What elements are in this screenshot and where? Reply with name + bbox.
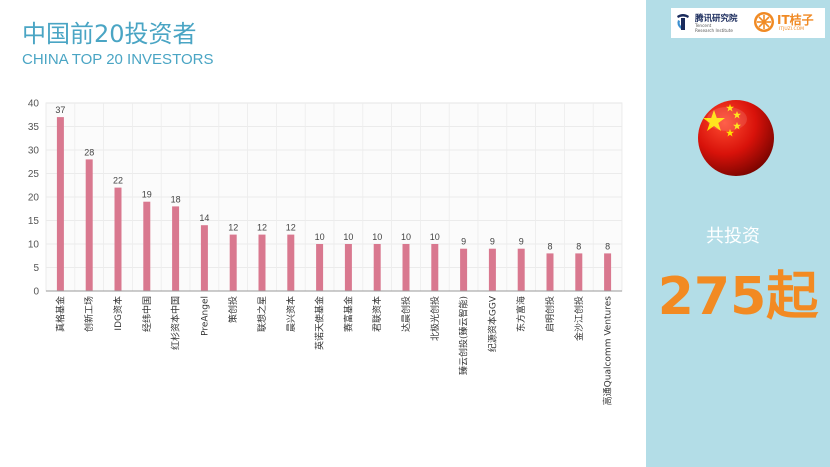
tencent-logo-sub-line2: Research Institute bbox=[695, 28, 733, 33]
page-subtitle: CHINA TOP 20 INVESTORS bbox=[22, 51, 214, 68]
tencent-logo-icon bbox=[677, 14, 689, 30]
x-tick-label: 经纬中国 bbox=[141, 296, 153, 332]
total-investments-value: 275起 bbox=[657, 267, 819, 327]
bar bbox=[229, 234, 237, 291]
page-title: 中国前20投资者 bbox=[22, 20, 197, 48]
total-investments-label: 共投资 bbox=[706, 226, 760, 247]
bar bbox=[488, 248, 496, 291]
bar bbox=[316, 244, 324, 291]
bar bbox=[604, 253, 612, 291]
y-tick-label: 15 bbox=[28, 216, 40, 227]
bar bbox=[460, 248, 468, 291]
x-tick-label: 真格基金 bbox=[54, 296, 66, 332]
y-axis: 0 5 10 15 20 25 30 35 40 bbox=[28, 99, 40, 298]
chart-grid bbox=[45, 102, 623, 292]
x-tick-label: 北极光创投 bbox=[429, 296, 441, 341]
data-label: 10 bbox=[343, 232, 353, 242]
bar bbox=[373, 244, 381, 291]
data-label: 12 bbox=[257, 223, 267, 233]
data-label: 9 bbox=[519, 237, 524, 247]
tencent-logo-name: 腾讯研究院 bbox=[695, 14, 738, 24]
bar-series bbox=[56, 117, 612, 291]
x-tick-label: 晨兴资本 bbox=[285, 296, 297, 332]
bar bbox=[517, 248, 525, 291]
data-label: 8 bbox=[547, 241, 552, 251]
data-label: 12 bbox=[286, 223, 296, 233]
data-labels: 37 28 22 19 18 14 12 12 12 10 10 10 10 10 9 9 9 8 8 8 bbox=[55, 105, 610, 251]
tencent-logo-sub-line1: Tencent bbox=[695, 23, 712, 28]
bar bbox=[402, 244, 410, 291]
china-flag-icon bbox=[698, 100, 774, 176]
data-label: 22 bbox=[113, 176, 123, 186]
bar bbox=[114, 187, 122, 291]
investor-bar-chart: 0 5 10 15 20 25 30 35 40 37 28 22 19 18 14 12 12 12 10 10 1… bbox=[28, 99, 623, 406]
y-tick-label: 25 bbox=[28, 169, 40, 180]
data-label: 10 bbox=[401, 232, 411, 242]
data-label: 10 bbox=[315, 232, 325, 242]
y-tick-label: 30 bbox=[28, 146, 40, 157]
data-label: 10 bbox=[430, 232, 440, 242]
x-tick-label: 赛富基金 bbox=[342, 296, 354, 332]
x-tick-label: 联想之星 bbox=[256, 296, 268, 332]
y-tick-label: 40 bbox=[28, 99, 40, 110]
x-tick-label: 启明创投 bbox=[544, 296, 556, 332]
itjuzi-logo-name: IT桔子 bbox=[777, 13, 814, 27]
tencent-research-logo[interactable]: 腾讯研究院 Tencent Research Institute bbox=[675, 11, 753, 35]
itjuzi-logo-url: ITJUZI.COM bbox=[779, 27, 805, 32]
x-tick-label: PreAngel bbox=[200, 296, 210, 336]
x-tick-label: 东方富海 bbox=[515, 296, 527, 332]
y-tick-label: 35 bbox=[28, 122, 40, 133]
x-tick-label: 高通Qualcomm Ventures bbox=[602, 296, 614, 406]
itjuzi-logo[interactable]: IT桔子 ITJUZI.COM bbox=[753, 10, 823, 36]
bar bbox=[287, 234, 295, 291]
x-tick-label: 纪源资本GGV bbox=[486, 295, 498, 352]
bar bbox=[258, 234, 266, 291]
bar bbox=[546, 253, 554, 291]
data-label: 8 bbox=[605, 241, 610, 251]
x-tick-label: 策创投 bbox=[227, 296, 239, 323]
tencent-logo-subtitle: Tencent Research Institute bbox=[695, 23, 733, 33]
x-tick-label: 英诺天使基金 bbox=[314, 296, 326, 350]
data-label: 19 bbox=[142, 190, 152, 200]
x-tick-label: 臻云创投(臻云智能) bbox=[458, 296, 470, 375]
data-label: 12 bbox=[228, 223, 238, 233]
bar bbox=[344, 244, 352, 291]
bar bbox=[200, 225, 208, 291]
bar bbox=[575, 253, 583, 291]
y-tick-label: 0 bbox=[33, 287, 39, 298]
x-tick-label: 君联资本 bbox=[371, 296, 383, 332]
x-tick-label: 创新工场 bbox=[83, 296, 95, 332]
data-label: 18 bbox=[171, 194, 181, 204]
data-label: 14 bbox=[199, 213, 209, 223]
y-tick-label: 5 bbox=[33, 263, 39, 274]
y-tick-label: 10 bbox=[28, 240, 40, 251]
x-tick-label: IDG资本 bbox=[112, 296, 124, 331]
data-label: 9 bbox=[461, 237, 466, 247]
bar bbox=[85, 159, 93, 291]
x-tick-label: 达晨创投 bbox=[400, 296, 412, 332]
data-label: 8 bbox=[576, 241, 581, 251]
logo-bar: 腾讯研究院 Tencent Research Institute IT桔子 IT… bbox=[671, 8, 825, 38]
data-label: 9 bbox=[490, 237, 495, 247]
bar bbox=[56, 117, 64, 291]
data-label: 28 bbox=[84, 147, 94, 157]
bar bbox=[143, 201, 151, 291]
side-panel bbox=[646, 0, 830, 467]
bar bbox=[431, 244, 439, 291]
data-label: 10 bbox=[372, 232, 382, 242]
x-tick-label: 金沙江创投 bbox=[573, 296, 585, 341]
data-label: 37 bbox=[55, 105, 65, 115]
x-axis: 真格基金 创新工场 IDG资本 经纬中国 红杉资本中国 PreAngel 策创投 联想之星 晨兴… bbox=[46, 290, 622, 406]
bar bbox=[172, 206, 180, 291]
x-tick-label: 红杉资本中国 bbox=[170, 296, 182, 350]
y-tick-label: 20 bbox=[28, 193, 40, 204]
orange-slice-icon bbox=[754, 12, 774, 32]
